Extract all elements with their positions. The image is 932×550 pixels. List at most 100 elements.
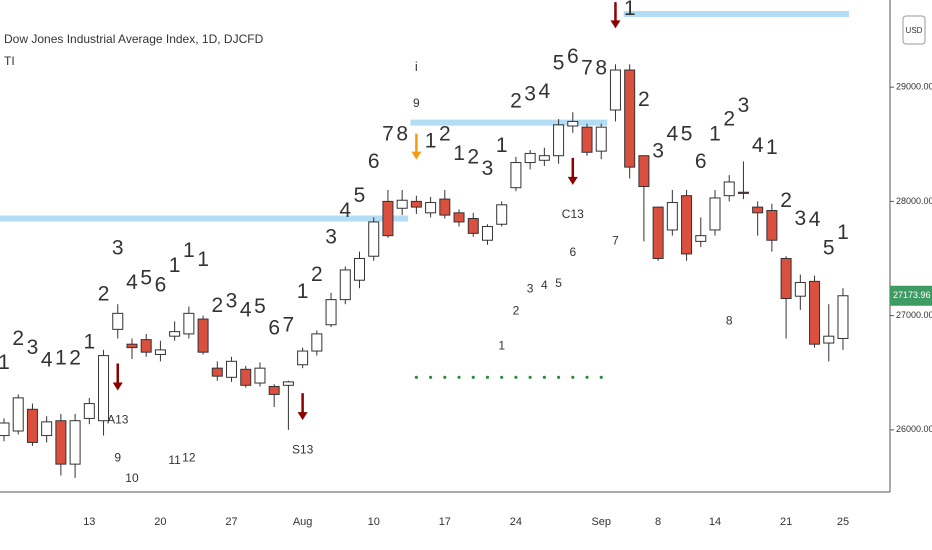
candle-body: [325, 299, 337, 326]
setup-count: 2: [723, 108, 735, 131]
candle-body: [69, 420, 81, 465]
x-tick-label: 21: [780, 516, 792, 528]
candle-body: [638, 155, 650, 188]
setup-count: 6: [567, 45, 579, 68]
candle-body: [510, 162, 522, 189]
countdown-count: 8: [726, 314, 733, 328]
setup-count: 1: [837, 221, 849, 244]
candle-body: [311, 333, 323, 352]
setup-count: 2: [69, 346, 81, 369]
candle-body: [453, 212, 465, 223]
dot: [514, 375, 518, 379]
setup-count: 2: [780, 189, 792, 212]
currency-label[interactable]: USD: [906, 26, 923, 35]
flag-label: i: [415, 59, 418, 74]
countdown-count: 1: [498, 339, 505, 353]
dot: [585, 375, 589, 379]
candle-body: [467, 218, 479, 234]
dot: [571, 375, 575, 379]
setup-count: 1: [297, 280, 309, 303]
candle-body: [197, 318, 209, 353]
setup-count: 5: [354, 184, 366, 207]
setup-count: 2: [98, 282, 110, 305]
dot: [414, 375, 418, 379]
setup-count: 2: [638, 88, 650, 111]
candle-body: [737, 191, 749, 194]
candle-body: [425, 202, 437, 214]
setup-count: 5: [681, 123, 693, 146]
setup-count: 3: [112, 237, 124, 260]
indicator-name: TI: [4, 54, 15, 68]
y-tick-label: 29000.00: [896, 82, 932, 92]
setup-count: 1: [496, 134, 508, 157]
last-price-box: [890, 285, 932, 306]
y-tick-label: 27000.00: [896, 310, 932, 320]
countdown-count: 12: [182, 451, 196, 465]
setup-count: 5: [140, 266, 152, 289]
setup-count: 2: [12, 327, 24, 350]
candle-body: [624, 69, 636, 168]
arrow-head: [297, 412, 308, 421]
candle-body: [254, 367, 266, 384]
countdown-count: 3: [527, 282, 534, 296]
candle-body: [12, 397, 24, 432]
dot: [599, 375, 603, 379]
setup-count: 3: [794, 207, 806, 230]
setup-count: 3: [27, 336, 39, 359]
setup-count: 1: [766, 136, 778, 159]
setup-count: 1: [709, 123, 721, 146]
setup-count: 5: [254, 295, 266, 318]
candle-body: [382, 200, 394, 237]
x-tick-label: 10: [368, 516, 380, 528]
x-tick-label: 20: [154, 516, 166, 528]
x-tick-label: 14: [709, 516, 721, 528]
candle-body: [268, 385, 280, 395]
candle-body: [410, 200, 422, 208]
setup-count: 2: [211, 294, 223, 317]
candle-body: [282, 381, 294, 386]
setup-count: 5: [553, 52, 565, 75]
setup-count: 1: [197, 248, 209, 271]
currency-button[interactable]: [902, 15, 926, 45]
dot: [542, 375, 546, 379]
setup-count: 3: [226, 289, 238, 312]
arrow-head: [567, 176, 578, 185]
candle-body: [780, 258, 792, 299]
candle-body: [553, 124, 565, 157]
x-tick-label: Sep: [591, 516, 611, 528]
dot: [485, 375, 490, 379]
setup-count: 4: [126, 271, 138, 294]
countdown-count: 7: [612, 234, 619, 248]
setup-count: 4: [666, 123, 678, 146]
setup-count: 1: [169, 254, 181, 277]
candle-body: [481, 226, 493, 241]
setup-count: 1: [624, 0, 636, 20]
candle-body: [211, 367, 223, 377]
setup-count: 9: [413, 96, 420, 110]
setup-count: 7: [581, 56, 593, 79]
candle-body: [595, 126, 607, 152]
candle-body: [524, 152, 536, 164]
countdown-count: 9: [114, 451, 121, 465]
chart-title: Dow Jones Industrial Average Index, 1D, …: [4, 32, 264, 46]
dot: [429, 375, 433, 379]
setup-count: 6: [268, 317, 280, 340]
countdown-count: 11: [168, 453, 181, 467]
candle-body: [240, 368, 252, 386]
dot: [500, 375, 504, 379]
dot: [443, 375, 447, 379]
setup-count: 7: [283, 313, 295, 336]
candle-body: [681, 195, 693, 255]
candle-body: [26, 408, 38, 443]
setup-count: 8: [396, 123, 408, 146]
setup-count: 3: [652, 140, 664, 163]
candle-body: [140, 339, 152, 353]
candle-body: [581, 126, 593, 153]
candle-body: [169, 331, 181, 337]
setup-count: 6: [695, 150, 707, 173]
x-tick-label: 17: [439, 516, 451, 528]
setup-count: 1: [183, 239, 195, 262]
candle-body: [41, 421, 53, 437]
countdown-count: 5: [555, 276, 562, 290]
